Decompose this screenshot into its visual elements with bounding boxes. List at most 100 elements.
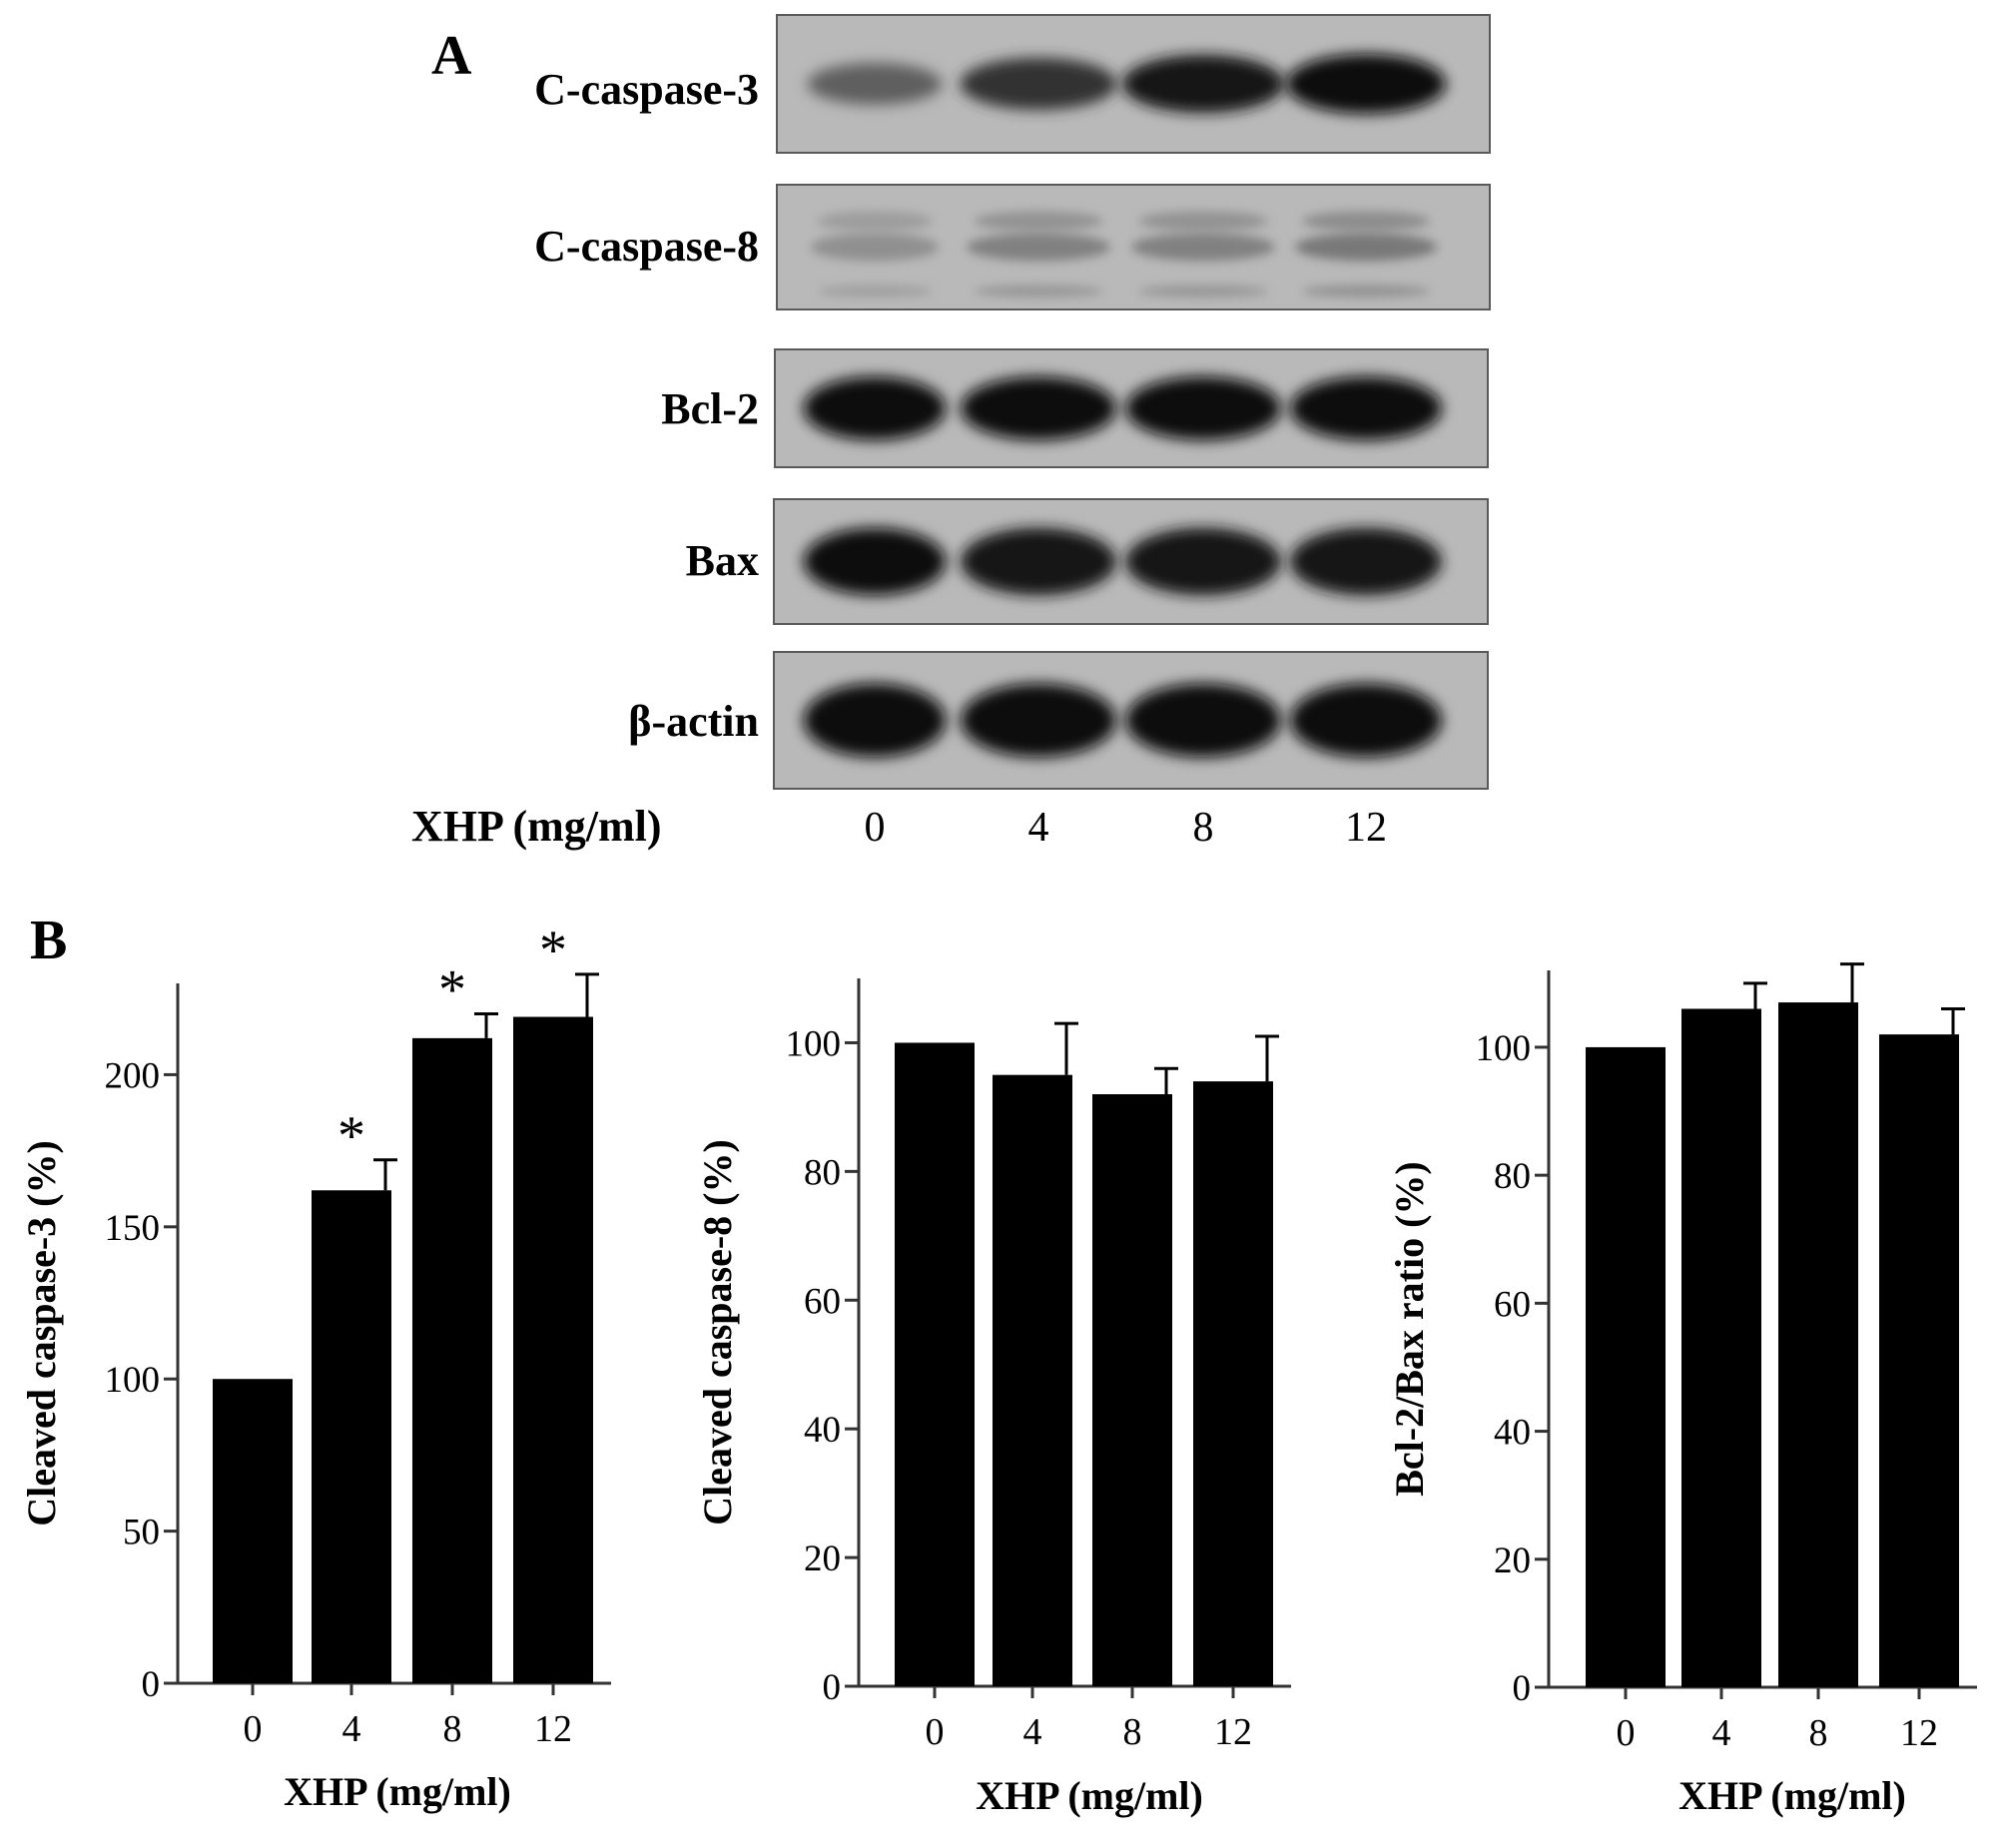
y-tick-label: 200 [105,1055,161,1096]
bar-chart-cleaved-caspase-8: 0 20 40 60 80 100 Cleaved caspase-8 (%) 0 4 8 12 XH… [695,978,1291,1818]
blot-label: C-caspase-8 [534,222,759,271]
bar-0 [1586,1046,1666,1687]
panel-b-label: B [30,910,67,971]
blot-label: Bcl-2 [661,384,759,433]
blot-band [1125,376,1281,440]
blot-band-upper [1138,211,1268,232]
blot-band [1125,527,1281,596]
blot-band [966,233,1111,262]
blot-band [1130,233,1276,262]
significance-marker: * [337,1105,365,1167]
y-axis-label: Bcl-2/Bax ratio (%) [1387,1161,1432,1497]
x-tick-label: 12 [1900,1712,1938,1754]
y-tick-label: 60 [1494,1284,1531,1325]
y-tick-label: 20 [804,1539,841,1579]
dose-label: 0 [865,805,886,851]
bar-12 [1879,1034,1959,1687]
blot-band [1290,683,1442,758]
x-tick-label: 4 [1023,1711,1042,1753]
y-tick-label: 80 [1494,1156,1531,1197]
x-tick-label: 8 [443,1708,462,1750]
bar-0 [213,1379,293,1683]
blot-c-caspase-8: C-caspase-8 [534,184,1491,310]
x-tick-label: 0 [1617,1712,1636,1754]
blot-label: Bax [686,536,759,585]
bar-8 [1092,1094,1172,1686]
y-tick-label: 60 [804,1281,841,1322]
blot-band-upper [974,211,1103,232]
y-tick-label: 20 [1494,1540,1531,1581]
blot-band [807,63,943,105]
x-tick-label: 0 [244,1708,263,1750]
y-tick-label: 50 [123,1513,160,1553]
y-tick-label: 100 [1476,1028,1532,1069]
bar-0 [895,1042,975,1686]
significance-marker: * [539,920,567,981]
x-axis-label: XHP (mg/ml) [1678,1773,1906,1818]
y-tick-label: 40 [804,1410,841,1451]
blot-band [803,527,947,596]
blot-bcl-2: Bcl-2 [661,348,1489,468]
y-tick-label: 40 [1494,1413,1531,1454]
blot-band-lower [817,285,933,298]
blot-actin: β-actin [628,651,1489,790]
bar-4 [312,1190,391,1683]
bar-8 [412,1037,492,1683]
blot-band [803,376,947,440]
y-tick-label: 0 [823,1667,842,1708]
y-tick-label: 0 [142,1664,161,1705]
y-axis-label: Cleaved caspase-8 (%) [695,1139,740,1526]
blot-band-lower [974,285,1103,298]
significance-marker: * [438,958,466,1020]
blot-band-lower [1301,285,1431,298]
blot-band [1290,527,1442,596]
blot-bax: Bax [686,498,1489,625]
x-axis-label: XHP (mg/ml) [284,1769,511,1814]
blot-label: β-actin [628,697,759,746]
y-axis-label: Cleaved caspase-3 (%) [19,1140,64,1527]
blot-band [1290,376,1442,440]
bar-chart-bcl-2-bax-ratio: 0 20 40 60 80 100 Bcl-2/Bax ratio (%) 0 4 8 12 XHP … [1387,962,1977,1818]
dose-axis-label: XHP (mg/ml) [411,802,662,851]
x-tick-label: 4 [342,1708,361,1750]
blot-band [1286,54,1446,114]
panel-a-western-blot: A C-caspase-3C-caspase-8Bcl-2Baxβ-actin … [411,14,1491,851]
blot-band [1294,233,1438,262]
bar-8 [1778,1002,1858,1687]
blot-band [803,683,947,758]
blot-band-upper [817,211,933,232]
dose-label: 12 [1345,805,1387,851]
x-tick-label: 0 [926,1711,945,1753]
blot-band [961,376,1116,440]
blot-band-lower [1138,285,1268,298]
blot-band [810,233,940,262]
blot-band [961,683,1116,758]
dose-label: 4 [1028,805,1049,851]
bar-chart-cleaved-caspase-3: 0 50 100 150 200 Cleaved caspase-3 (%) 0 * 4 * 8 * 1… [19,920,611,1814]
bar-4 [993,1074,1072,1686]
dose-label: 8 [1193,805,1214,851]
blot-c-caspase-3: C-caspase-3 [534,14,1491,154]
y-tick-label: 100 [786,1023,842,1064]
blot-band [1125,683,1281,758]
x-tick-label: 8 [1809,1712,1828,1754]
x-tick-label: 12 [534,1708,572,1750]
y-tick-label: 150 [105,1208,161,1249]
panel-a-label: A [431,25,472,87]
blot-label: C-caspase-3 [534,65,759,114]
bar-12 [513,1016,593,1683]
blot-band-upper [1301,211,1431,232]
x-tick-label: 4 [1712,1712,1731,1754]
x-axis-label: XHP (mg/ml) [976,1773,1203,1818]
bar-4 [1681,1008,1761,1687]
bar-12 [1193,1081,1273,1686]
y-tick-label: 0 [1513,1668,1532,1709]
y-tick-label: 100 [105,1360,161,1401]
x-tick-label: 12 [1214,1711,1252,1753]
blot-band [960,58,1117,110]
x-tick-label: 8 [1123,1711,1142,1753]
y-tick-label: 80 [804,1152,841,1193]
blot-band [961,527,1116,596]
